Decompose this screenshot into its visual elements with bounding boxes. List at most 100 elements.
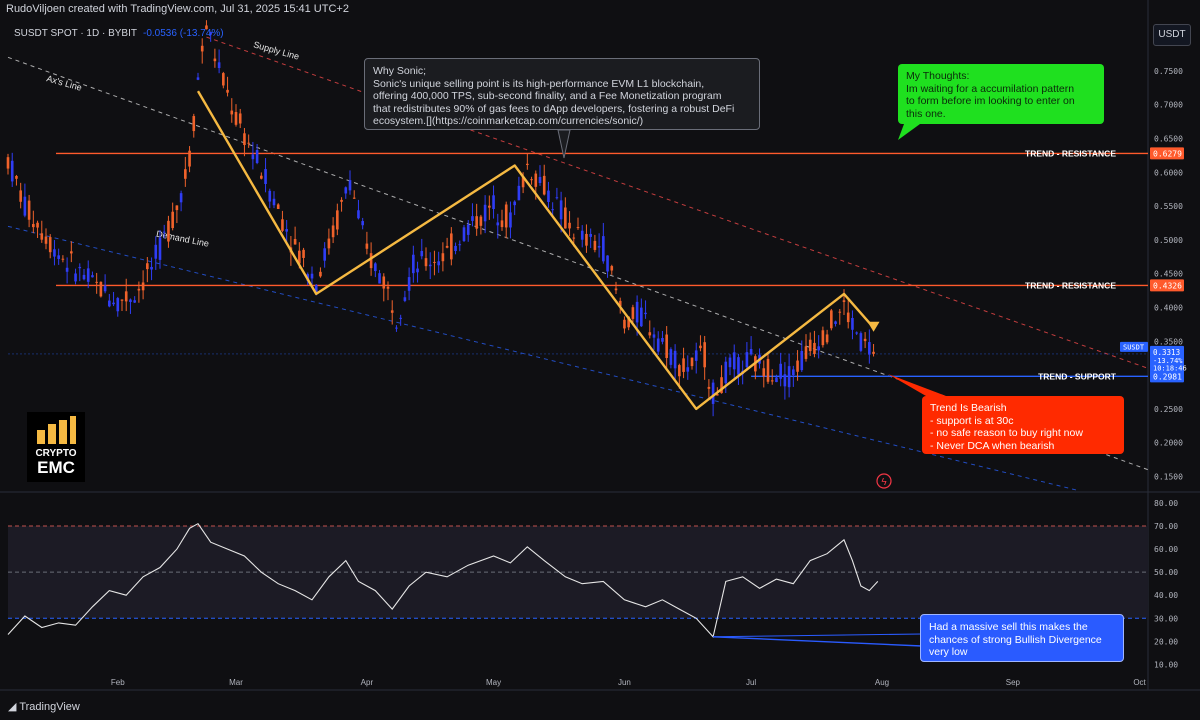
candle-body	[32, 224, 35, 228]
note-trend-bearish[interactable]: Trend Is Bearish - support is at 30c - n…	[922, 396, 1124, 454]
rsi-tick-label: 80.00	[1154, 499, 1178, 508]
note-why-sonic[interactable]: Why Sonic; Sonic's unique selling point …	[364, 58, 760, 130]
candle-body	[129, 299, 132, 303]
candle-body	[606, 255, 609, 272]
candle-body	[500, 220, 504, 228]
price-tick-label: 0.7500	[1154, 67, 1183, 76]
candle-body	[766, 358, 770, 382]
candle-body	[167, 220, 170, 242]
level-price-label: 0.2981	[1153, 372, 1182, 381]
candle-body	[631, 307, 635, 319]
candle-body	[627, 316, 630, 328]
time-tick-label: Jun	[618, 678, 631, 687]
time-tick-label: Mar	[229, 678, 243, 687]
rsi-layer	[7, 522, 1148, 647]
candle-body	[395, 327, 398, 329]
candle-body	[669, 349, 673, 365]
countdown-label: 10:18:46	[1153, 364, 1187, 372]
candle-body	[825, 334, 829, 343]
candle-body	[770, 380, 774, 382]
candle-body	[479, 216, 483, 226]
candle-body	[369, 253, 373, 269]
candle-body	[10, 160, 14, 182]
candle-body	[602, 236, 605, 262]
candle-body	[243, 133, 246, 146]
candle-body	[648, 332, 652, 336]
candle-body	[779, 363, 782, 379]
candle-body	[745, 352, 749, 368]
candle-body	[19, 190, 22, 202]
candle-body	[821, 330, 825, 346]
candle-body	[340, 199, 343, 202]
candle-body	[623, 319, 626, 329]
candle-body	[357, 210, 360, 219]
candle-body	[264, 169, 267, 184]
candle-body	[428, 264, 432, 267]
note-sonic-tail	[557, 129, 571, 159]
candle-body	[673, 350, 677, 369]
candle-body	[293, 238, 297, 245]
candle-body	[720, 377, 723, 394]
note-massive-sell[interactable]: Had a massive sell this makes the chance…	[920, 614, 1124, 662]
candle-body	[276, 204, 280, 209]
candle-body	[327, 238, 331, 249]
candle-body	[365, 243, 369, 249]
candle-body	[424, 258, 428, 267]
candle-body	[336, 210, 339, 230]
note-line: Why Sonic;	[373, 65, 427, 77]
candle-body	[188, 150, 191, 167]
candle-body	[437, 261, 440, 266]
candle-body	[120, 299, 124, 301]
candle-body	[255, 149, 259, 164]
level-name-label: TREND - RESISTANCE	[1025, 280, 1116, 290]
candle-body	[61, 258, 65, 260]
candle-body	[74, 273, 77, 282]
note-line: - no safe reason to buy right now	[930, 427, 1083, 439]
candle-body	[103, 285, 107, 292]
candle-body	[842, 300, 846, 302]
rsi-low-pointer-edge	[713, 633, 923, 638]
candle-body	[141, 282, 145, 291]
logo-text-crypto: CRYPTO	[35, 448, 77, 459]
candle-body	[800, 350, 804, 371]
last-price-tag	[1150, 345, 1184, 372]
candle-body	[196, 77, 200, 80]
alert-bolt-icon	[876, 473, 892, 489]
footer-brand[interactable]: ◢ TradingView	[8, 700, 80, 713]
candle-body	[374, 263, 377, 272]
candle-body	[488, 205, 491, 208]
candle-body	[559, 200, 563, 220]
candle-body	[597, 246, 601, 248]
symbol-title[interactable]: SUSDT SPOT · 1D · BYBIT -0.0536 (-13.74%)	[14, 28, 224, 39]
rsi-tick-label: 30.00	[1154, 614, 1178, 623]
rsi-tick-label: 50.00	[1154, 568, 1178, 577]
currency-button[interactable]: USDT	[1153, 24, 1191, 46]
candle-body	[661, 337, 664, 342]
candle-body	[99, 281, 103, 297]
candle-body	[551, 209, 554, 211]
price-tick-label: 0.5000	[1154, 236, 1183, 245]
logo-bars-icon	[37, 416, 76, 444]
trend-line	[206, 36, 1149, 369]
note-line: ecosystem.[](https://coinmarketcap.com/c…	[373, 115, 644, 127]
candle-body	[23, 196, 27, 216]
candle-body	[614, 288, 618, 291]
candle-body	[610, 266, 614, 271]
note-line: - support is at 30c	[930, 414, 1014, 427]
rsi-tick-label: 60.00	[1154, 545, 1178, 554]
candle-body	[133, 300, 136, 303]
candle-body	[154, 244, 158, 259]
candle-body	[846, 312, 850, 323]
candle-body	[762, 368, 766, 377]
note-my-thoughts[interactable]: My Thoughts: Im waiting for a accumilati…	[898, 64, 1104, 124]
candle-body	[576, 227, 580, 229]
candle-body	[450, 233, 453, 260]
time-tick-label: Feb	[111, 678, 125, 687]
candle-body	[302, 249, 305, 258]
candle-body	[749, 349, 753, 355]
candle-body	[36, 222, 39, 228]
candle-body	[504, 204, 508, 228]
rsi-tick-label: 20.00	[1154, 637, 1178, 646]
candle-body	[792, 369, 795, 376]
note-line: that redistributes 90% of gas fees to dA…	[373, 102, 735, 115]
